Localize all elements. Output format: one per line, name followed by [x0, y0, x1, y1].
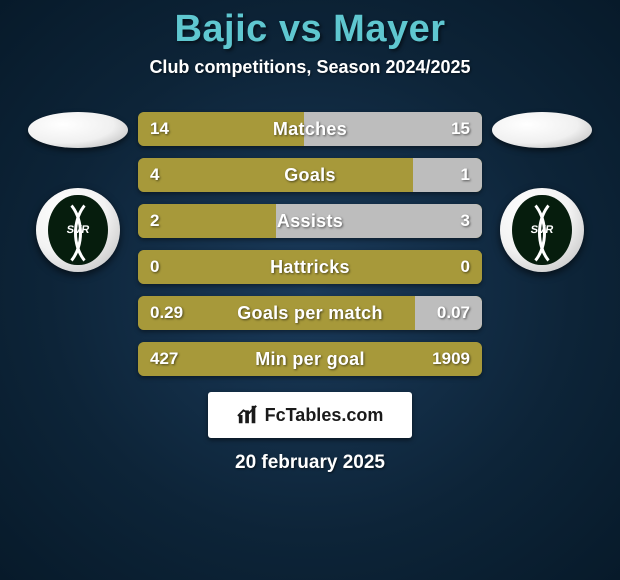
- chart-icon: [237, 404, 259, 426]
- stat-bar: 427Min per goal1909: [138, 342, 482, 376]
- comparison-card: Bajic vs Mayer Club competitions, Season…: [0, 0, 620, 580]
- stat-value-left: 2: [138, 211, 208, 231]
- page-subtitle: Club competitions, Season 2024/2025: [149, 57, 470, 78]
- stat-value-left: 427: [138, 349, 208, 369]
- stat-bar: 0Hattricks0: [138, 250, 482, 284]
- right-club-badge: SVR: [500, 188, 584, 272]
- stat-label: Goals per match: [208, 303, 412, 324]
- stat-value-left: 0.29: [138, 303, 208, 323]
- right-player-flag: [492, 112, 592, 148]
- stat-label: Matches: [208, 119, 412, 140]
- stat-bar: 0.29Goals per match0.07: [138, 296, 482, 330]
- stat-label: Assists: [208, 211, 412, 232]
- right-player-col: SVR: [482, 112, 602, 272]
- stat-value-left: 0: [138, 257, 208, 277]
- left-player-flag: [28, 112, 128, 148]
- stat-value-right: 1: [412, 165, 482, 185]
- main-row: SVR 14Matches154Goals12Assists30Hattrick…: [0, 112, 620, 376]
- page-title: Bajic vs Mayer: [174, 8, 445, 51]
- date-line: 20 february 2025: [235, 452, 385, 474]
- stat-value-left: 4: [138, 165, 208, 185]
- stat-value-right: 15: [412, 119, 482, 139]
- stat-bar: 14Matches15: [138, 112, 482, 146]
- stat-label: Hattricks: [208, 257, 412, 278]
- stat-value-right: 1909: [412, 349, 482, 369]
- left-club-badge-letters: SVR: [48, 224, 108, 236]
- brand-box: FcTables.com: [208, 392, 412, 438]
- stat-label: Goals: [208, 165, 412, 186]
- right-club-badge-letters: SVR: [512, 224, 572, 236]
- stat-bar: 2Assists3: [138, 204, 482, 238]
- left-club-badge: SVR: [36, 188, 120, 272]
- stat-value-right: 3: [412, 211, 482, 231]
- brand-text: FcTables.com: [265, 405, 384, 426]
- left-player-col: SVR: [18, 112, 138, 272]
- stat-bar: 4Goals1: [138, 158, 482, 192]
- stat-bars: 14Matches154Goals12Assists30Hattricks00.…: [138, 112, 482, 376]
- left-club-badge-inner: SVR: [48, 195, 108, 265]
- stat-label: Min per goal: [208, 349, 412, 370]
- stat-value-right: 0.07: [412, 303, 482, 323]
- right-club-badge-inner: SVR: [512, 195, 572, 265]
- stat-value-left: 14: [138, 119, 208, 139]
- stat-value-right: 0: [412, 257, 482, 277]
